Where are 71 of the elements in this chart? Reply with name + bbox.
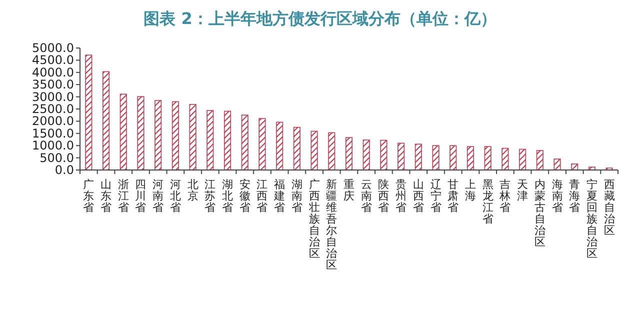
bar xyxy=(466,146,474,170)
x-tick-label: 广西壮族自治区 xyxy=(308,178,320,260)
y-tick-label: 0.0 xyxy=(54,163,74,177)
x-tick-label: 广东省 xyxy=(83,178,94,214)
bar xyxy=(293,126,300,170)
bar xyxy=(310,130,318,170)
x-tick-label: 山西省 xyxy=(412,178,424,214)
x-tick-label: 陕西省 xyxy=(378,178,390,214)
bar xyxy=(484,146,492,170)
bar xyxy=(502,148,509,170)
x-tick-label: 黑龙江省 xyxy=(482,178,494,226)
chart-title: 图表 2：上半年地方债发行区域分布（单位：亿） xyxy=(144,9,496,28)
x-tick-label: 贵州省 xyxy=(396,178,407,214)
x-tick-label: 新疆维吾尔自治区 xyxy=(326,178,338,272)
y-tick-label: 500.0 xyxy=(40,150,74,165)
x-tick-label: 吉林省 xyxy=(498,178,511,214)
bar xyxy=(102,71,110,170)
x-tick-label: 辽宁省 xyxy=(430,178,442,214)
x-tick-label: 北京 xyxy=(187,178,198,202)
x-tick-label: 湖北省 xyxy=(222,178,234,214)
y-tick-label: 1500.0 xyxy=(32,126,74,140)
y-tick-label: 4000.0 xyxy=(32,65,74,80)
x-tick-label: 上海 xyxy=(464,178,476,202)
bar xyxy=(328,132,336,170)
bar xyxy=(536,150,544,170)
x-tick-label: 重庆 xyxy=(344,178,354,202)
bar xyxy=(206,110,214,170)
y-tick-label: 3500.0 xyxy=(32,78,74,92)
x-tick-label: 四川省 xyxy=(135,178,146,214)
bar xyxy=(398,142,405,170)
bar xyxy=(554,158,561,170)
bar xyxy=(362,140,370,170)
x-tick-label: 河南省 xyxy=(152,178,164,214)
x-tick-label: 内蒙古自治区 xyxy=(534,178,546,248)
x-tick-label: 河北省 xyxy=(170,178,181,214)
bar xyxy=(519,148,526,170)
bar xyxy=(172,101,179,170)
bar xyxy=(345,137,353,170)
bar xyxy=(224,110,232,170)
x-tick-label: 青海省 xyxy=(569,178,580,214)
x-tick-label: 福建省 xyxy=(273,178,286,214)
bar xyxy=(414,144,422,170)
x-tick-label: 江西省 xyxy=(256,178,268,214)
bar xyxy=(450,145,457,170)
x-tick-label: 湖南省 xyxy=(291,178,302,214)
x-tick-label: 江苏省 xyxy=(204,178,216,214)
bar xyxy=(276,122,284,170)
bar xyxy=(432,145,440,170)
bar xyxy=(154,100,162,170)
bar xyxy=(85,54,92,170)
y-tick-label: 4500.0 xyxy=(32,53,74,68)
x-tick-label: 山东省 xyxy=(100,178,112,214)
bar xyxy=(137,96,144,170)
bar xyxy=(380,140,388,170)
x-tick-label: 西藏自治区 xyxy=(604,178,615,237)
y-tick-label: 3000.0 xyxy=(32,90,74,104)
bar xyxy=(241,114,248,170)
x-tick-label: 宁夏回族自治区 xyxy=(586,178,598,260)
x-tick-label: 云南省 xyxy=(360,178,372,214)
y-tick-label: 5000.0 xyxy=(32,41,74,55)
x-tick-label: 安徽省 xyxy=(239,178,250,214)
y-tick-label: 1000.0 xyxy=(32,138,74,153)
bar xyxy=(120,94,127,170)
bar xyxy=(189,104,196,170)
bar xyxy=(258,118,266,170)
y-tick-label: 2000.0 xyxy=(32,114,74,128)
x-tick-label: 海南省 xyxy=(552,178,563,214)
x-tick-label: 甘肃省 xyxy=(448,178,459,214)
y-tick-label: 2500.0 xyxy=(32,102,74,116)
x-tick-label: 浙江省 xyxy=(118,178,129,214)
x-tick-label: 天津 xyxy=(517,178,528,202)
